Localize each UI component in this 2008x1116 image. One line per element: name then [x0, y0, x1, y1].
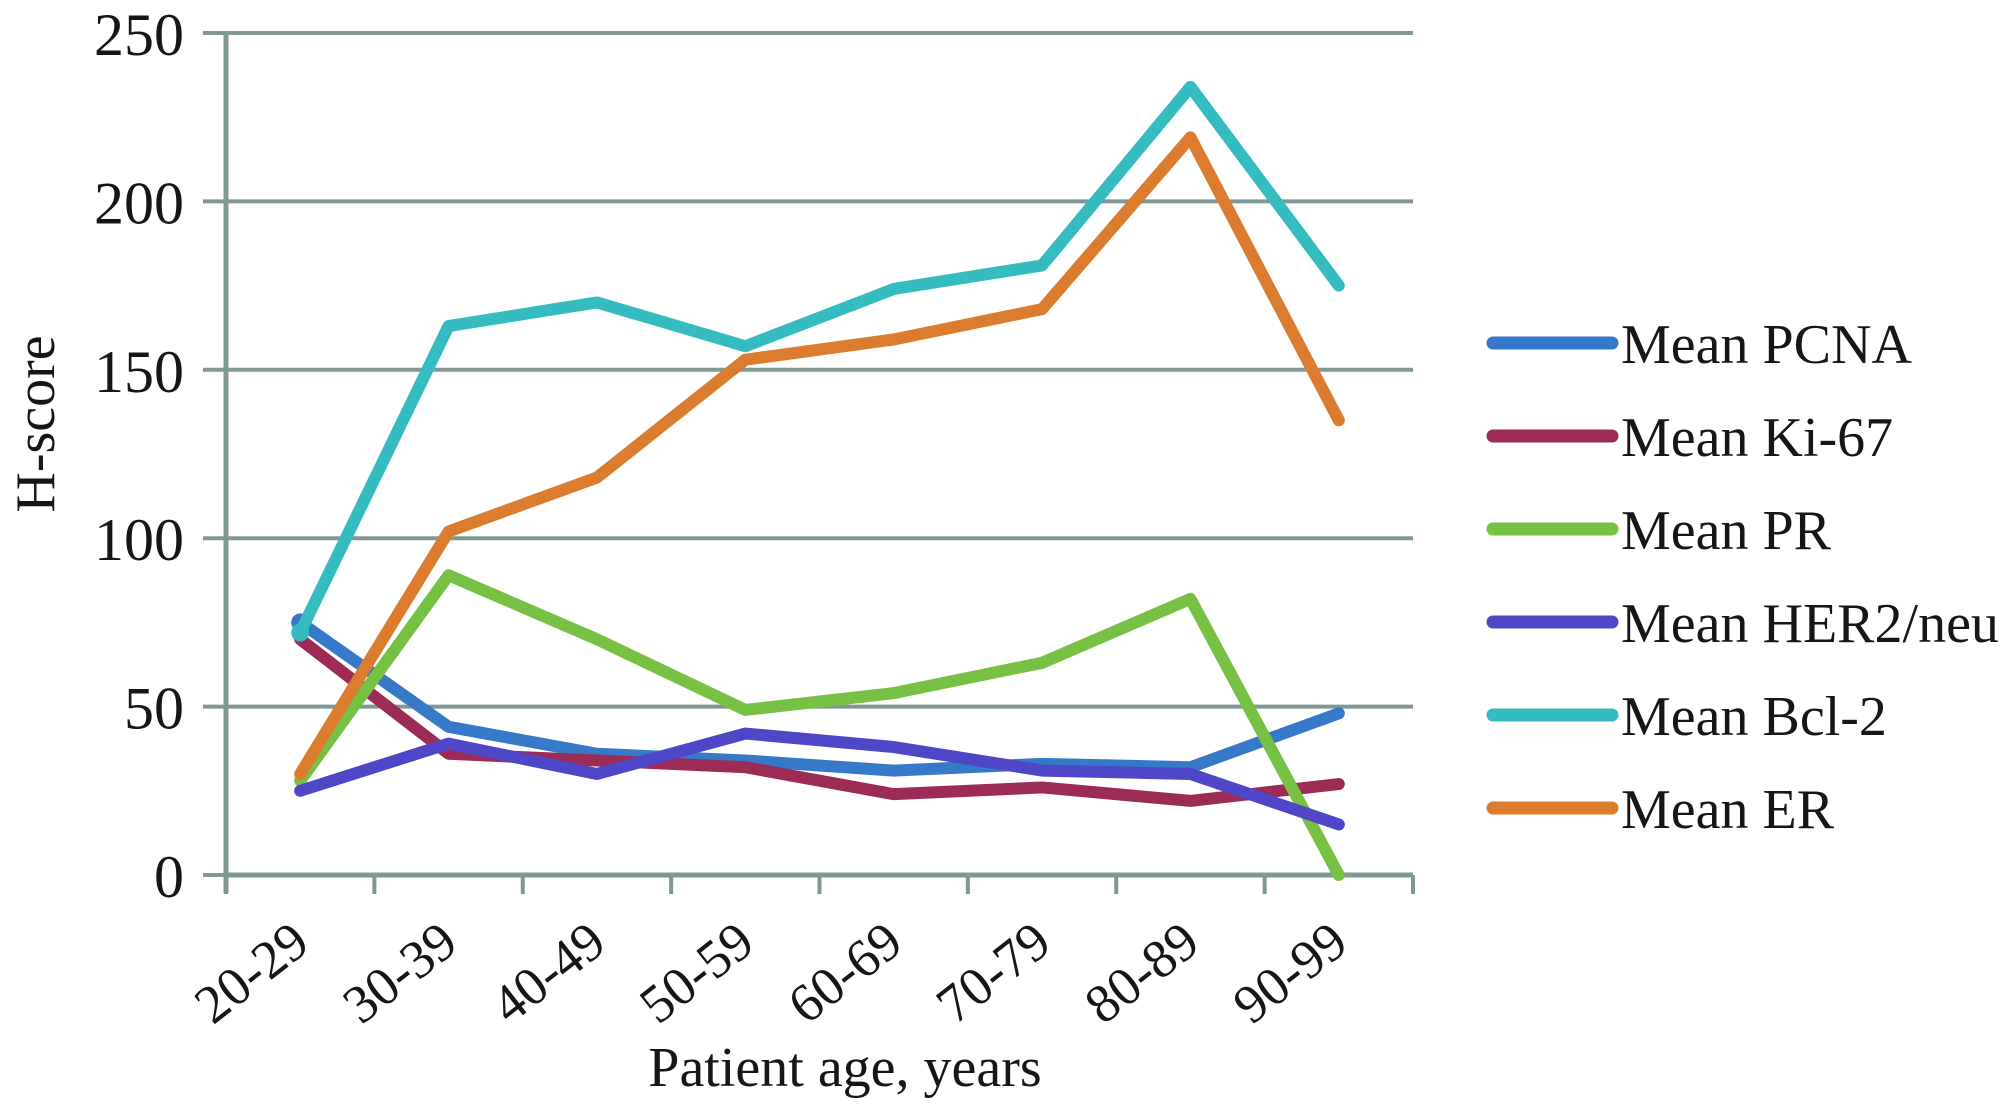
- series-line-0: [294, 616, 1345, 777]
- y-tick-label: 0: [154, 844, 184, 910]
- y-axis-title: H-score: [5, 335, 67, 513]
- legend-label: Mean ER: [1621, 779, 1835, 841]
- x-tick-label: 60-69: [777, 910, 913, 1035]
- x-tick-label: 40-49: [480, 910, 616, 1035]
- x-tick-label: 70-79: [925, 910, 1061, 1035]
- y-tick-label: 250: [94, 2, 184, 68]
- y-tick-label: 200: [94, 170, 184, 236]
- x-tick-label: 50-59: [628, 910, 764, 1035]
- x-tick-label: 20-29: [183, 910, 319, 1035]
- legend-label: Mean PR: [1621, 500, 1832, 562]
- series-line-1: [294, 633, 1345, 807]
- x-tick-label: 30-39: [332, 910, 468, 1035]
- x-tick-label: 80-89: [1074, 910, 1210, 1035]
- y-tick-label: 100: [94, 507, 184, 573]
- y-tick-label: 150: [94, 339, 184, 405]
- y-tick-label: 50: [124, 676, 184, 742]
- x-axis-title: Patient age, years: [648, 1037, 1042, 1099]
- series-start-marker: [291, 623, 310, 642]
- series-line-3: [294, 727, 1345, 831]
- legend-label: Mean HER2/neu: [1621, 593, 1999, 655]
- legend-label: Mean Ki-67: [1621, 407, 1893, 469]
- legend-label: Mean Bcl-2: [1621, 686, 1887, 748]
- series-line-4: [294, 80, 1345, 639]
- legend-label: Mean PCNA: [1621, 314, 1912, 376]
- series-line-5: [294, 131, 1345, 780]
- x-tick-label: 90-99: [1222, 910, 1358, 1035]
- series-line-2: [294, 569, 1345, 881]
